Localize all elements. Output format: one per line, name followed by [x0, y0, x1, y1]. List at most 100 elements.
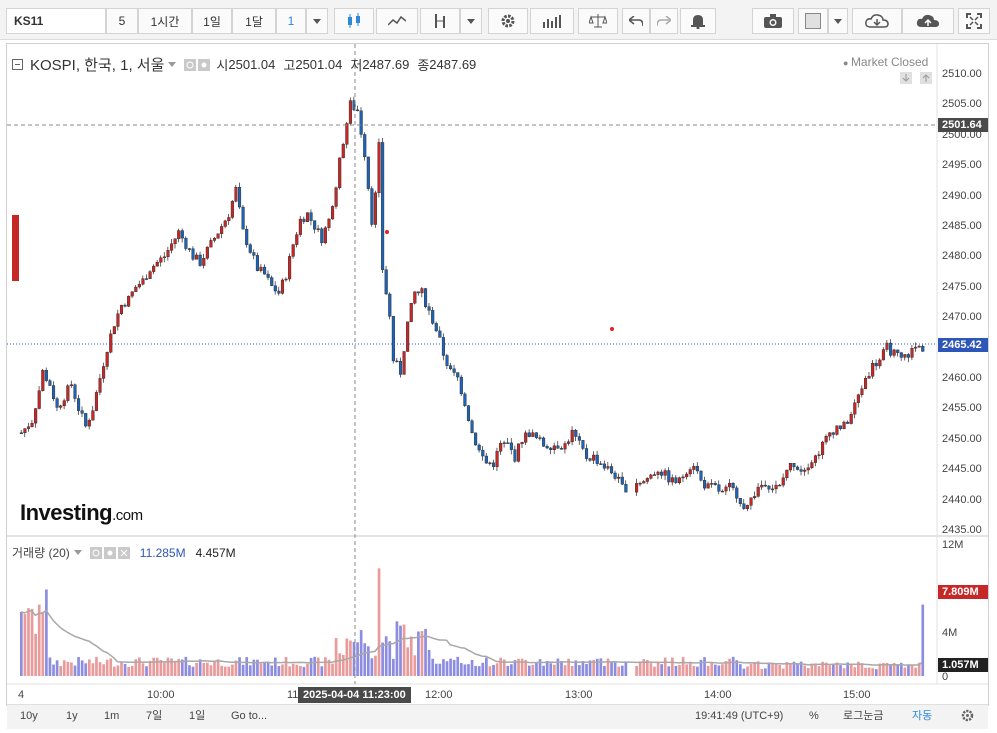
- eye-icon[interactable]: [89, 546, 102, 559]
- candle: [595, 454, 599, 464]
- goto-button[interactable]: Go to...: [231, 710, 268, 722]
- candle: [681, 476, 685, 479]
- interval-dropdown[interactable]: [306, 8, 328, 34]
- download-icon[interactable]: [900, 72, 912, 84]
- interval-1d-button[interactable]: 1일: [192, 8, 232, 34]
- event-marker[interactable]: [610, 327, 614, 331]
- volume-tick: 4M: [942, 627, 958, 639]
- alert-icon: [691, 15, 705, 29]
- candle: [459, 376, 463, 395]
- candle: [66, 385, 70, 401]
- time-tick: 12:00: [425, 689, 453, 701]
- gear-icon[interactable]: [198, 58, 211, 71]
- gear-icon[interactable]: [103, 546, 116, 559]
- range-7d-button[interactable]: 7일: [146, 710, 163, 722]
- candle: [513, 449, 517, 462]
- candle: [205, 246, 209, 259]
- candle: [209, 240, 213, 248]
- compare-button[interactable]: [578, 8, 618, 34]
- price-tick: 2460.00: [942, 372, 982, 384]
- volume-bar: [20, 611, 23, 676]
- candle: [216, 233, 220, 239]
- volume-value-2: 4.457M: [195, 545, 236, 560]
- range-1d-button[interactable]: 1일: [189, 710, 206, 722]
- volume-bar: [198, 659, 202, 676]
- load-chart-button[interactable]: [852, 8, 902, 34]
- candle: [431, 310, 435, 324]
- volume-bar: [624, 662, 628, 676]
- candle: [534, 432, 538, 438]
- percent-toggle[interactable]: %: [809, 710, 819, 722]
- candle: [584, 448, 589, 459]
- color-picker-button[interactable]: [798, 8, 828, 34]
- candle: [388, 293, 392, 317]
- indicator-dropdown[interactable]: [460, 8, 482, 34]
- candle: [570, 429, 574, 443]
- auto-scale-toggle[interactable]: 자동: [912, 710, 933, 722]
- settings-icon[interactable]: [961, 709, 974, 722]
- eye-icon[interactable]: [184, 58, 197, 71]
- studies-button[interactable]: [530, 8, 574, 34]
- range-10y-button[interactable]: 10y: [20, 710, 38, 722]
- volume-bar: [760, 668, 764, 676]
- volume-bar: [456, 656, 460, 676]
- chevron-down-icon[interactable]: [73, 550, 82, 555]
- candle: [69, 384, 73, 386]
- low-value: 2487.69: [362, 57, 410, 72]
- volume-bar: [152, 657, 156, 676]
- symbol-input[interactable]: KS11: [6, 8, 106, 34]
- upload-icon[interactable]: [920, 72, 933, 84]
- alert-button[interactable]: [680, 8, 716, 34]
- redo-button[interactable]: [650, 8, 678, 34]
- candle: [463, 393, 467, 406]
- volume-bar: [213, 661, 216, 676]
- volume-bar: [259, 663, 263, 676]
- volume-bar: [481, 662, 485, 676]
- range-1y-button[interactable]: 1y: [66, 710, 78, 722]
- interval-custom-button[interactable]: 1: [276, 8, 306, 34]
- volume-bar: [903, 667, 907, 676]
- snapshot-button[interactable]: [752, 8, 794, 34]
- volume-bar: [474, 665, 477, 676]
- interval-5-button[interactable]: 5: [106, 8, 138, 34]
- close-icon[interactable]: [117, 546, 130, 559]
- candle: [170, 243, 174, 251]
- indicator-button[interactable]: [420, 8, 460, 34]
- collapse-icon[interactable]: [12, 58, 24, 71]
- candle: [484, 455, 488, 464]
- volume-bar: [681, 657, 685, 676]
- candle: [413, 291, 417, 304]
- volume-bar: [517, 658, 520, 676]
- volume-bar: [731, 656, 735, 676]
- volume-bar: [749, 663, 753, 676]
- line-chart-button[interactable]: [376, 8, 418, 34]
- volume-bar: [184, 656, 188, 676]
- log-scale-toggle[interactable]: 로그눈금: [843, 710, 884, 722]
- interval-1h-button[interactable]: 1시간: [138, 8, 192, 34]
- settings-button[interactable]: [488, 8, 528, 34]
- volume-bar: [281, 664, 284, 676]
- candle: [803, 469, 807, 472]
- candle: [556, 445, 560, 449]
- save-chart-button[interactable]: [902, 8, 954, 34]
- fullscreen-button[interactable]: [958, 8, 990, 34]
- candles-button[interactable]: [334, 8, 374, 34]
- chevron-down-icon[interactable]: [168, 62, 177, 67]
- candle: [277, 290, 281, 294]
- range-1m-button[interactable]: 1m: [104, 710, 120, 722]
- interval-1m-button[interactable]: 1달: [232, 8, 276, 34]
- volume-bar: [806, 668, 810, 676]
- candle: [774, 484, 778, 490]
- undo-button[interactable]: [622, 8, 650, 34]
- volume-bar: [645, 660, 649, 676]
- chart-container[interactable]: [6, 43, 989, 706]
- volume-bar: [127, 666, 130, 676]
- candle: [434, 323, 438, 332]
- price-tick: 2470.00: [942, 311, 982, 324]
- event-marker[interactable]: [385, 230, 389, 234]
- candle: [23, 428, 27, 434]
- candle: [785, 469, 789, 479]
- price-tick: 2480.00: [942, 250, 982, 263]
- color-dropdown[interactable]: [828, 8, 848, 34]
